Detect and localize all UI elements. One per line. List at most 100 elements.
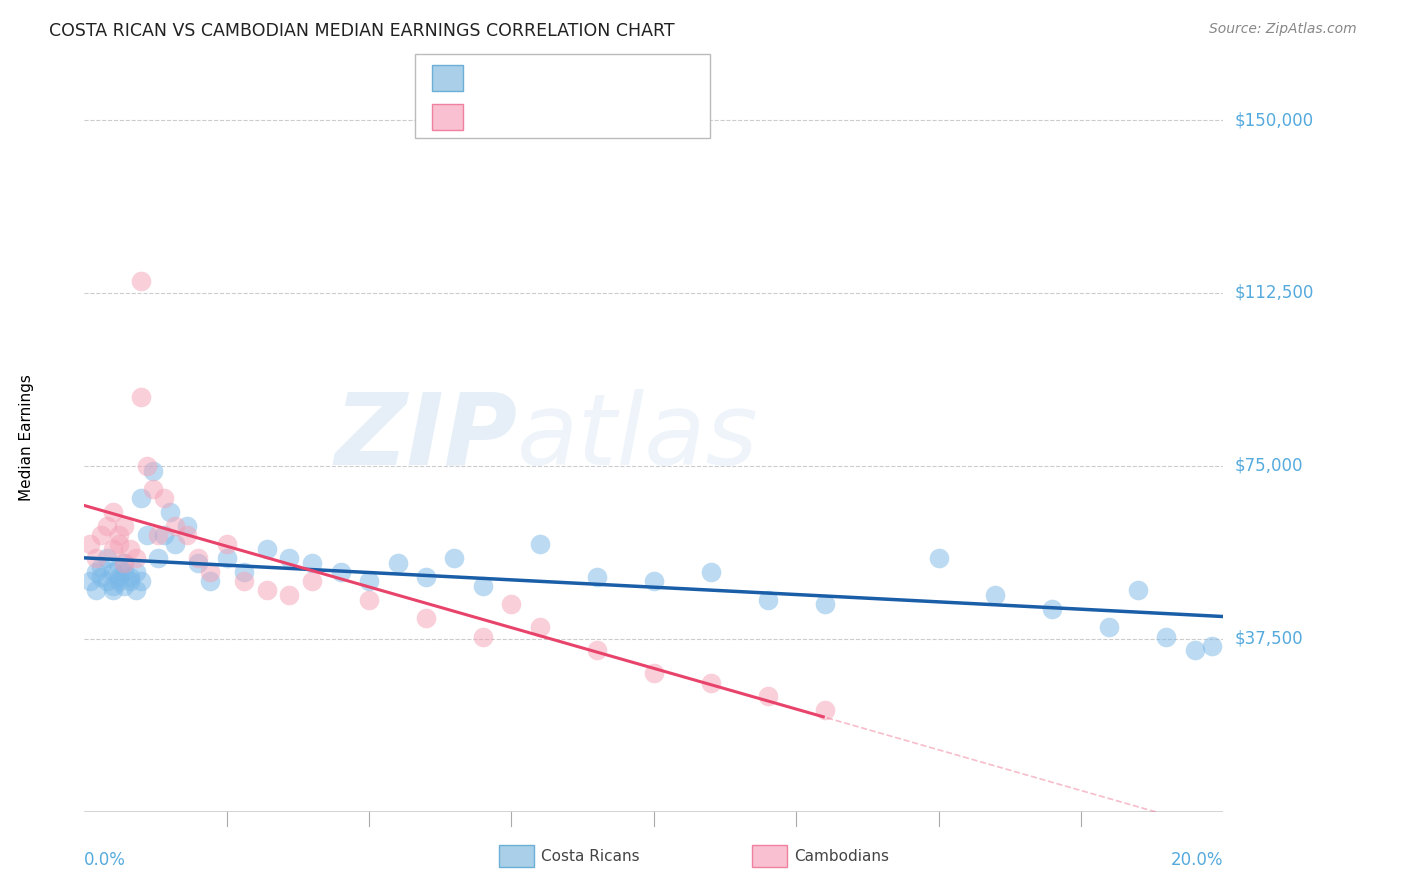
Point (278, 551, 301, 566)
Point (756, 592, 779, 607)
Point (756, 690, 779, 704)
Point (118, 569, 141, 583)
Point (107, 574, 129, 589)
Point (90, 560, 112, 574)
Point (700, 565, 723, 579)
Text: $112,500: $112,500 (1234, 284, 1313, 302)
Point (107, 528, 129, 542)
Point (148, 551, 170, 566)
Point (84, 565, 107, 579)
Point (131, 275, 153, 289)
Point (700, 675, 723, 690)
Point (928, 551, 950, 566)
Point (124, 583, 146, 598)
Text: $75,000: $75,000 (1234, 457, 1303, 475)
Point (415, 611, 437, 625)
Point (232, 574, 254, 589)
Point (415, 569, 437, 583)
Point (112, 579, 135, 593)
Point (96, 519, 118, 533)
Point (124, 565, 146, 579)
Point (124, 551, 146, 566)
Point (198, 565, 221, 579)
Text: 56: 56 (634, 71, 657, 89)
Text: 0.0%: 0.0% (84, 851, 127, 869)
Point (643, 574, 665, 589)
Point (586, 569, 609, 583)
Point (148, 528, 170, 542)
Point (1098, 620, 1121, 634)
Point (643, 666, 665, 681)
Point (387, 556, 409, 570)
Point (90, 528, 112, 542)
Point (232, 565, 254, 579)
Text: N =: N = (586, 71, 634, 89)
Point (501, 597, 523, 611)
Text: 37: 37 (634, 111, 658, 128)
Point (118, 574, 141, 589)
Point (1126, 583, 1149, 598)
Point (112, 565, 135, 579)
Point (215, 551, 238, 566)
Point (101, 583, 124, 598)
Point (112, 519, 135, 533)
Text: -0.399: -0.399 (519, 71, 578, 89)
Point (529, 537, 551, 551)
Point (586, 643, 609, 657)
Point (329, 565, 352, 579)
Point (96, 574, 118, 589)
Point (1042, 602, 1064, 616)
Text: atlas: atlas (517, 389, 759, 485)
Point (131, 574, 153, 589)
Text: Cambodians: Cambodians (794, 849, 890, 863)
Point (359, 592, 381, 607)
Point (159, 505, 181, 519)
Point (984, 588, 1007, 602)
Point (256, 541, 278, 556)
Point (359, 574, 381, 589)
Point (142, 463, 165, 477)
Point (107, 537, 129, 551)
Point (118, 541, 141, 556)
Point (112, 556, 135, 570)
Point (176, 519, 198, 533)
Point (136, 528, 159, 542)
Text: 20.0%: 20.0% (1171, 851, 1223, 869)
Point (814, 597, 837, 611)
Point (101, 541, 124, 556)
Text: N =: N = (586, 111, 634, 128)
Text: Source: ZipAtlas.com: Source: ZipAtlas.com (1209, 22, 1357, 37)
Point (198, 574, 221, 589)
Point (84, 551, 107, 566)
Point (176, 528, 198, 542)
Text: COSTA RICAN VS CAMBODIAN MEDIAN EARNINGS CORRELATION CHART: COSTA RICAN VS CAMBODIAN MEDIAN EARNINGS… (49, 22, 675, 40)
Point (112, 556, 135, 570)
Point (187, 551, 209, 566)
Point (84, 583, 107, 598)
Text: -0.389: -0.389 (519, 111, 578, 128)
Point (529, 620, 551, 634)
Point (153, 491, 176, 505)
Point (131, 491, 153, 505)
Point (96, 551, 118, 566)
Point (165, 519, 187, 533)
Text: R =: R = (477, 111, 513, 128)
Point (1156, 630, 1178, 644)
Point (301, 574, 323, 589)
Point (101, 505, 124, 519)
Point (101, 565, 124, 579)
Point (443, 551, 465, 566)
Point (215, 537, 238, 551)
Point (814, 703, 837, 717)
Point (278, 588, 301, 602)
Point (107, 569, 129, 583)
Text: $150,000: $150,000 (1234, 112, 1313, 129)
Text: ZIP: ZIP (335, 389, 517, 485)
Point (107, 560, 129, 574)
Point (131, 390, 153, 404)
Point (165, 537, 187, 551)
Point (90, 569, 112, 583)
Point (136, 458, 159, 473)
Point (472, 579, 495, 593)
Text: Costa Ricans: Costa Ricans (541, 849, 640, 863)
